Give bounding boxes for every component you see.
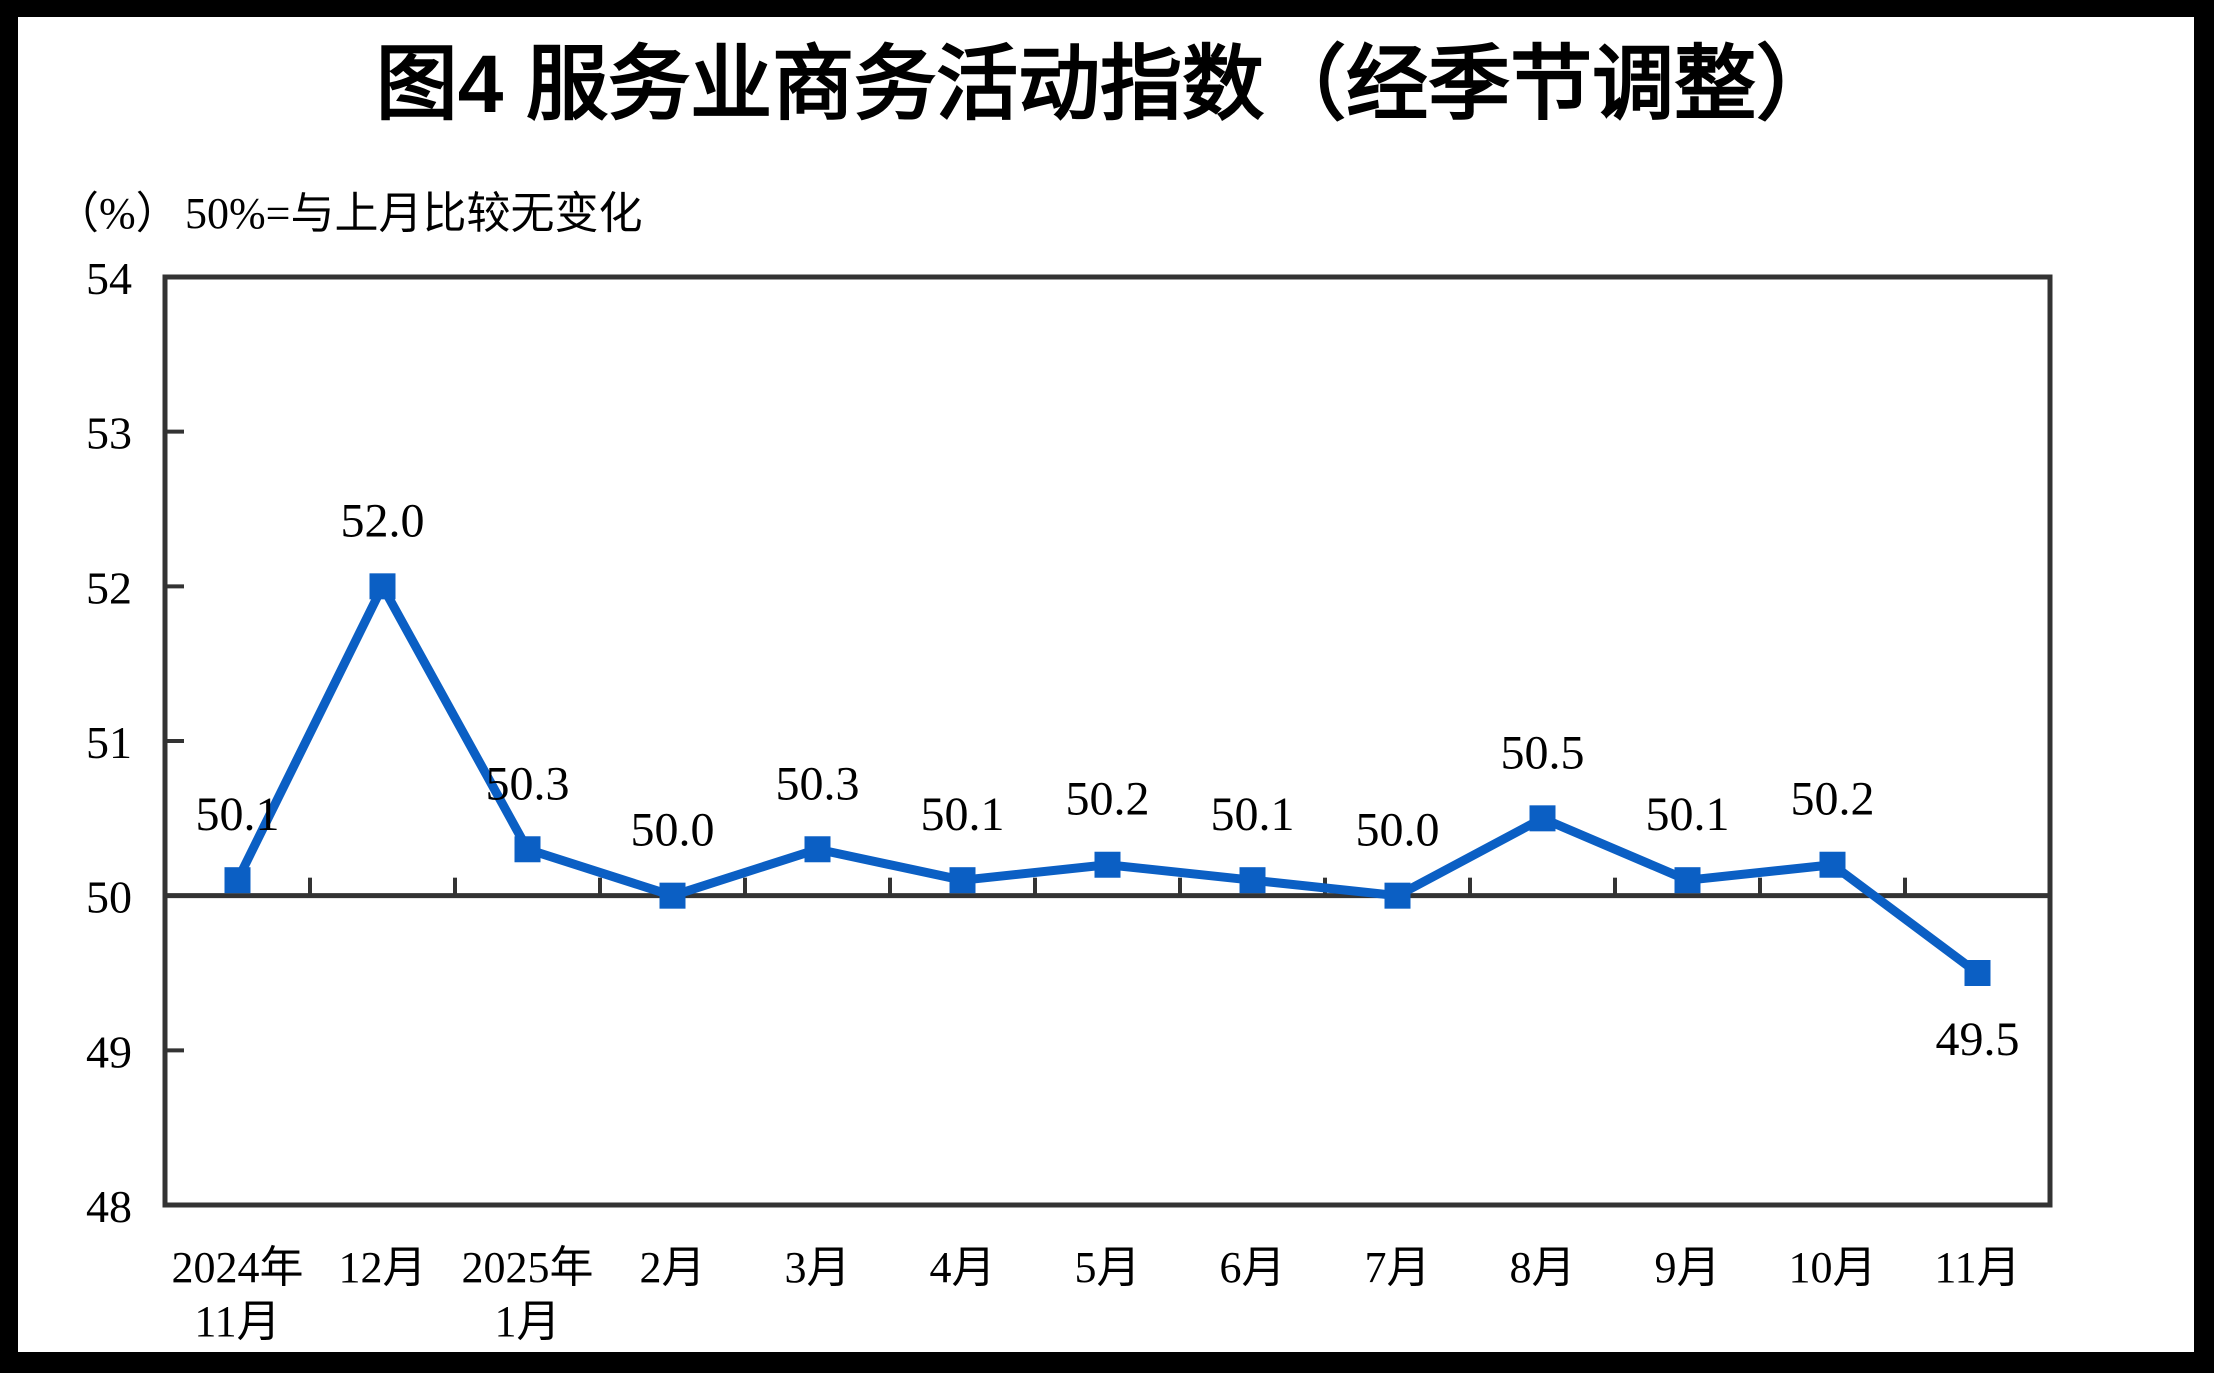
y-axis-unit-label: （%） [55, 189, 180, 238]
x-axis-category-label: 2024年 [172, 1243, 304, 1292]
plot-area: 48 49 50 51 52 53 54 50.1 52.0 50.3 50.0 50.3 50.1 50… [86, 253, 2053, 1346]
y-axis-tick-label: 54 [86, 253, 132, 304]
data-point-label: 50.0 [631, 804, 715, 857]
chart-title: 图4 服务业商务活动指数（经季节调整） [376, 39, 1838, 130]
data-point-label: 50.2 [1066, 773, 1150, 826]
figure-background [18, 17, 2194, 1352]
data-point-label: 52.0 [341, 494, 425, 547]
reference-note: 50%=与上月比较无变化 [185, 189, 642, 238]
data-point-marker [1964, 960, 1991, 986]
x-axis-category-label-line2: 1月 [495, 1297, 561, 1346]
x-axis-category-label: 11月 [1934, 1243, 2020, 1292]
data-point-marker [369, 573, 396, 600]
data-point-label: 50.3 [486, 757, 570, 810]
data-point-label: 50.3 [776, 757, 860, 810]
x-axis-category-label: 7月 [1365, 1243, 1431, 1292]
data-point-marker [659, 882, 686, 909]
data-point-marker [224, 867, 251, 894]
data-point-label: 50.0 [1356, 804, 1440, 857]
data-point-label: 50.1 [1646, 788, 1730, 841]
data-point-marker [804, 836, 831, 863]
data-point-marker [1529, 805, 1556, 832]
y-axis-tick-label: 53 [86, 408, 132, 459]
data-point-label: 50.1 [196, 788, 280, 841]
x-axis-category-label: 4月 [930, 1243, 996, 1292]
data-point-label: 50.2 [1791, 773, 1875, 826]
y-axis-tick-label: 51 [86, 717, 132, 768]
x-axis-category-label: 10月 [1789, 1243, 1877, 1292]
data-point-marker [1239, 867, 1266, 894]
x-axis-category-label: 9月 [1655, 1243, 1721, 1292]
x-axis-category-label: 5月 [1075, 1243, 1141, 1292]
data-point-marker [514, 836, 541, 863]
y-axis-tick-label: 52 [86, 562, 132, 613]
data-point-label: 50.5 [1501, 726, 1585, 779]
data-point-marker [1384, 882, 1411, 909]
data-point-marker [1094, 851, 1121, 878]
data-point-label: 50.1 [1211, 788, 1295, 841]
data-point-marker [1674, 867, 1701, 894]
data-point-label: 50.1 [921, 788, 1005, 841]
data-point-label: 49.5 [1936, 1013, 2020, 1066]
y-axis-tick-label: 48 [86, 1181, 132, 1232]
data-point-marker [949, 867, 976, 894]
x-axis-category-label: 2025年 [462, 1243, 594, 1292]
x-axis-category-label-line2: 11月 [194, 1297, 280, 1346]
x-axis-category-label: 2月 [640, 1243, 706, 1292]
y-axis-tick-label: 49 [86, 1026, 132, 1077]
x-axis-category-label: 12月 [339, 1243, 427, 1292]
plot-border [162, 274, 2053, 1208]
x-axis-category-label: 6月 [1220, 1243, 1286, 1292]
x-axis-category-label: 8月 [1510, 1243, 1576, 1292]
x-axis-category-label: 3月 [785, 1243, 851, 1292]
data-point-marker [1819, 851, 1846, 878]
y-axis-tick-label: 50 [86, 872, 132, 923]
